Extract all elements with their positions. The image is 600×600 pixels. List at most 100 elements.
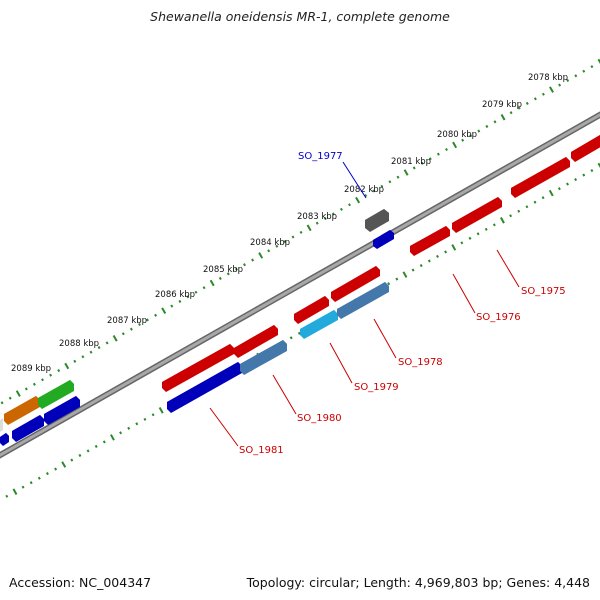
minor-tick [566,78,570,82]
accession-text: Accession: NC_004347 [9,575,152,590]
minor-tick [234,267,238,271]
major-tick [15,390,21,397]
major-tick [451,244,457,251]
major-tick [597,58,600,65]
major-tick [258,252,264,259]
kbp-label: 2084 kbp [250,238,290,248]
kbp-label: 2085 kbp [203,265,243,275]
kbp-label: 2089 kbp [11,364,51,374]
minor-tick [340,207,343,211]
minor-tick [444,250,448,254]
gene-label[interactable]: SO_1981 [239,445,284,456]
minor-tick [582,69,586,73]
minor-tick [178,299,182,303]
minor-tick [97,346,101,350]
minor-tick [89,350,93,354]
minor-tick [283,240,287,244]
minor-tick [315,221,319,225]
minor-tick [146,318,149,322]
minor-tick [574,178,578,182]
minor-tick [218,276,222,280]
minor-tick [81,355,85,359]
minor-tick [94,444,98,448]
minor-tick [8,396,12,400]
minor-tick [428,157,432,161]
minor-tick [41,378,44,382]
gene-label[interactable]: SO_1976 [476,312,521,323]
minor-tick [29,481,33,485]
minor-tick [558,83,562,87]
minor-tick [427,259,431,263]
gene-label[interactable]: SO_1975 [521,286,566,297]
kbp-label: 2083 kbp [297,212,337,222]
minor-tick [243,263,246,267]
major-tick [355,196,361,204]
kbp-label: 2080 kbp [437,130,477,140]
map-title: Shewanella oneidensis MR-1, complete gen… [150,9,450,24]
minor-tick [186,295,190,299]
minor-tick [493,120,497,124]
gene-label[interactable]: SO_1977 [298,151,343,162]
major-tick [452,141,458,149]
gene-label[interactable]: SO_1980 [297,413,342,424]
minor-tick [54,467,58,471]
minor-tick [267,249,271,253]
label-leaders [209,161,520,447]
minor-tick [151,413,155,417]
minor-tick [468,236,472,240]
minor-tick [202,286,206,290]
gene-label[interactable]: SO_1979 [354,382,399,393]
minor-tick [445,147,448,152]
minor-tick [509,111,513,115]
minor-tick [525,205,529,209]
kbp-label: 2082 kbp [344,185,384,195]
minor-tick [477,129,481,133]
minor-tick [517,209,521,213]
minor-tick [460,241,464,245]
major-tick [500,114,506,121]
kbp-label: 2079 kbp [482,100,522,110]
minor-tick [484,227,488,231]
minor-tick [32,382,36,386]
minor-tick [0,401,4,405]
gene-labels: SO_1977 SO_1975 SO_1976 SO_1978 SO_1979 … [239,151,566,456]
minor-tick [476,232,480,236]
minor-tick [275,244,279,248]
minor-tick [461,138,465,142]
minor-tick [251,258,255,262]
major-tick [403,169,409,176]
minor-tick [78,453,82,457]
minor-tick [533,97,537,101]
minor-tick [105,341,109,345]
minor-tick [469,134,473,138]
minor-tick [574,74,578,78]
kbp-label: 2088 kbp [59,339,99,349]
minor-tick [73,359,77,363]
minor-tick [557,187,561,191]
minor-tick [533,200,537,204]
scale-track-upper [0,58,600,405]
minor-tick [21,485,25,489]
minor-tick [396,175,400,179]
minor-tick [127,426,131,430]
minor-tick [291,235,295,239]
kbp-label: 2086 kbp [155,290,195,300]
minor-tick [412,166,416,170]
minor-tick [420,161,424,165]
minor-tick [5,494,9,498]
minor-tick [194,290,198,294]
minor-tick [226,272,230,276]
minor-tick [517,106,521,110]
major-tick [110,434,115,441]
major-tick [209,279,215,287]
gene-label[interactable]: SO_1978 [398,357,443,368]
minor-tick [364,194,368,198]
minor-tick [541,196,545,200]
minor-tick [411,268,415,272]
major-tick [64,362,70,370]
major-tick [158,407,164,414]
minor-tick [138,322,141,327]
major-tick [61,461,67,468]
major-tick [161,307,167,314]
minor-tick [436,254,439,258]
